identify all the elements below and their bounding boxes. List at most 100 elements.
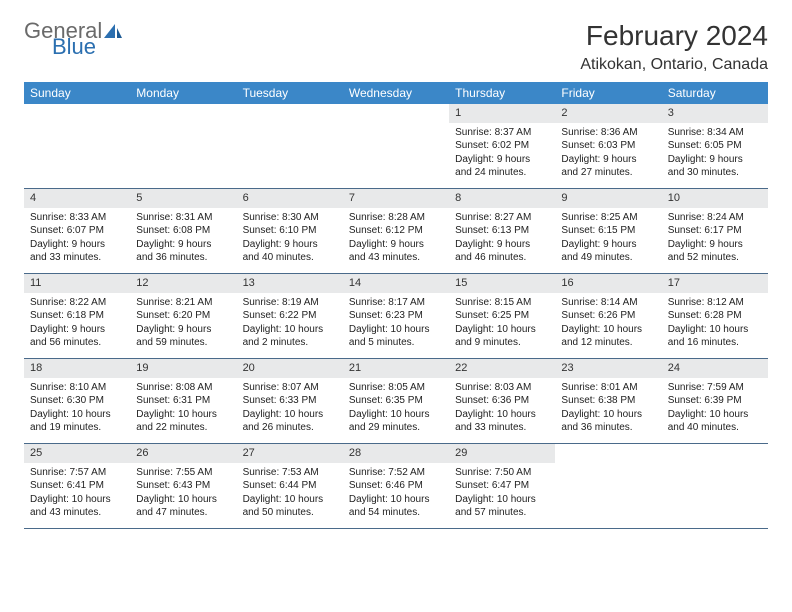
day-cell: 8Sunrise: 8:27 AMSunset: 6:13 PMDaylight… — [449, 189, 555, 273]
sunset-text: Sunset: 6:15 PM — [561, 224, 655, 238]
day-number: 4 — [24, 189, 130, 208]
day-cell: 25Sunrise: 7:57 AMSunset: 6:41 PMDayligh… — [24, 444, 130, 528]
day-number: 6 — [237, 189, 343, 208]
day-number: 18 — [24, 359, 130, 378]
day-number: 2 — [555, 104, 661, 123]
day-cell: 5Sunrise: 8:31 AMSunset: 6:08 PMDaylight… — [130, 189, 236, 273]
day-cell: 18Sunrise: 8:10 AMSunset: 6:30 PMDayligh… — [24, 359, 130, 443]
sunrise-text: Sunrise: 8:07 AM — [243, 381, 337, 395]
day-number: 21 — [343, 359, 449, 378]
sunset-text: Sunset: 6:36 PM — [455, 394, 549, 408]
weeks-container: 1Sunrise: 8:37 AMSunset: 6:02 PMDaylight… — [24, 104, 768, 529]
day-cell: 4Sunrise: 8:33 AMSunset: 6:07 PMDaylight… — [24, 189, 130, 273]
daylight-text: Daylight: 10 hours and 57 minutes. — [455, 493, 549, 520]
day-body: Sunrise: 8:28 AMSunset: 6:12 PMDaylight:… — [343, 208, 449, 268]
logo: General Blue — [24, 20, 122, 58]
day-cell: 7Sunrise: 8:28 AMSunset: 6:12 PMDaylight… — [343, 189, 449, 273]
sunset-text: Sunset: 6:46 PM — [349, 479, 443, 493]
day-cell: 17Sunrise: 8:12 AMSunset: 6:28 PMDayligh… — [662, 274, 768, 358]
day-body: Sunrise: 7:55 AMSunset: 6:43 PMDaylight:… — [130, 463, 236, 523]
day-cell: 2 Sunrise: 8:36 AMSunset: 6:03 PMDaylight… — [555, 104, 661, 188]
day-cell — [24, 104, 130, 188]
day-number: 9 — [555, 189, 661, 208]
weekday-header: Wednesday — [343, 82, 449, 104]
daylight-text: Daylight: 9 hours and 56 minutes. — [30, 323, 124, 350]
sunset-text: Sunset: 6:03 PM — [561, 139, 655, 153]
sunrise-text: Sunrise: 8:10 AM — [30, 381, 124, 395]
sunset-text: Sunset: 6:13 PM — [455, 224, 549, 238]
daylight-text: Daylight: 9 hours and 30 minutes. — [668, 153, 762, 180]
day-cell: 16Sunrise: 8:14 AMSunset: 6:26 PMDayligh… — [555, 274, 661, 358]
sunset-text: Sunset: 6:12 PM — [349, 224, 443, 238]
sunrise-text: Sunrise: 8:05 AM — [349, 381, 443, 395]
day-body: Sunrise: 8:10 AMSunset: 6:30 PMDaylight:… — [24, 378, 130, 438]
sunset-text: Sunset: 6:28 PM — [668, 309, 762, 323]
sunset-text: Sunset: 6:43 PM — [136, 479, 230, 493]
sunset-text: Sunset: 6:30 PM — [30, 394, 124, 408]
sunrise-text: Sunrise: 8:15 AM — [455, 296, 549, 310]
day-cell — [130, 104, 236, 188]
sunset-text: Sunset: 6:10 PM — [243, 224, 337, 238]
day-body: Sunrise: 8:07 AMSunset: 6:33 PMDaylight:… — [237, 378, 343, 438]
sunrise-text: Sunrise: 8:36 AM — [561, 126, 655, 140]
day-cell: 14Sunrise: 8:17 AMSunset: 6:23 PMDayligh… — [343, 274, 449, 358]
day-number: 27 — [237, 444, 343, 463]
day-body: Sunrise: 8:34 AMSunset: 6:05 PMDaylight:… — [662, 123, 768, 183]
daylight-text: Daylight: 9 hours and 36 minutes. — [136, 238, 230, 265]
sunrise-text: Sunrise: 7:57 AM — [30, 466, 124, 480]
weekday-header: Monday — [130, 82, 236, 104]
week-row: 25Sunrise: 7:57 AMSunset: 6:41 PMDayligh… — [24, 444, 768, 529]
day-number: 5 — [130, 189, 236, 208]
day-cell: 29Sunrise: 7:50 AMSunset: 6:47 PMDayligh… — [449, 444, 555, 528]
day-number: 22 — [449, 359, 555, 378]
day-cell: 24Sunrise: 7:59 AMSunset: 6:39 PMDayligh… — [662, 359, 768, 443]
sunrise-text: Sunrise: 8:28 AM — [349, 211, 443, 225]
daylight-text: Daylight: 10 hours and 40 minutes. — [668, 408, 762, 435]
daylight-text: Daylight: 9 hours and 40 minutes. — [243, 238, 337, 265]
day-body: Sunrise: 7:53 AMSunset: 6:44 PMDaylight:… — [237, 463, 343, 523]
sunrise-text: Sunrise: 8:03 AM — [455, 381, 549, 395]
day-body: Sunrise: 8:30 AMSunset: 6:10 PMDaylight:… — [237, 208, 343, 268]
sunrise-text: Sunrise: 8:19 AM — [243, 296, 337, 310]
day-number: 14 — [343, 274, 449, 293]
day-cell: 27Sunrise: 7:53 AMSunset: 6:44 PMDayligh… — [237, 444, 343, 528]
calendar: Sunday Monday Tuesday Wednesday Thursday… — [24, 82, 768, 529]
sunrise-text: Sunrise: 8:30 AM — [243, 211, 337, 225]
day-number: 28 — [343, 444, 449, 463]
daylight-text: Daylight: 10 hours and 33 minutes. — [455, 408, 549, 435]
sunset-text: Sunset: 6:25 PM — [455, 309, 549, 323]
day-cell — [343, 104, 449, 188]
sunrise-text: Sunrise: 8:27 AM — [455, 211, 549, 225]
daylight-text: Daylight: 9 hours and 52 minutes. — [668, 238, 762, 265]
sunset-text: Sunset: 6:22 PM — [243, 309, 337, 323]
sunset-text: Sunset: 6:07 PM — [30, 224, 124, 238]
day-number: 8 — [449, 189, 555, 208]
day-body: Sunrise: 7:50 AMSunset: 6:47 PMDaylight:… — [449, 463, 555, 523]
daylight-text: Daylight: 10 hours and 5 minutes. — [349, 323, 443, 350]
daylight-text: Daylight: 10 hours and 43 minutes. — [30, 493, 124, 520]
day-cell: 13Sunrise: 8:19 AMSunset: 6:22 PMDayligh… — [237, 274, 343, 358]
daylight-text: Daylight: 10 hours and 50 minutes. — [243, 493, 337, 520]
day-body: Sunrise: 8:27 AMSunset: 6:13 PMDaylight:… — [449, 208, 555, 268]
day-body: Sunrise: 8:17 AMSunset: 6:23 PMDaylight:… — [343, 293, 449, 353]
sunset-text: Sunset: 6:18 PM — [30, 309, 124, 323]
header: General Blue February 2024 Atikokan, Ont… — [24, 20, 768, 74]
day-body: Sunrise: 8:37 AMSunset: 6:02 PMDaylight:… — [449, 123, 555, 183]
daylight-text: Daylight: 10 hours and 29 minutes. — [349, 408, 443, 435]
daylight-text: Daylight: 9 hours and 27 minutes. — [561, 153, 655, 180]
day-cell: 15Sunrise: 8:15 AMSunset: 6:25 PMDayligh… — [449, 274, 555, 358]
sunrise-text: Sunrise: 7:59 AM — [668, 381, 762, 395]
day-body: Sunrise: 8:22 AMSunset: 6:18 PMDaylight:… — [24, 293, 130, 353]
day-number: 3 — [662, 104, 768, 123]
sunrise-text: Sunrise: 7:53 AM — [243, 466, 337, 480]
sunrise-text: Sunrise: 7:55 AM — [136, 466, 230, 480]
sunrise-text: Sunrise: 8:24 AM — [668, 211, 762, 225]
day-number: 1 — [449, 104, 555, 123]
sunrise-text: Sunrise: 8:17 AM — [349, 296, 443, 310]
sunset-text: Sunset: 6:26 PM — [561, 309, 655, 323]
sunset-text: Sunset: 6:39 PM — [668, 394, 762, 408]
daylight-text: Daylight: 10 hours and 26 minutes. — [243, 408, 337, 435]
day-cell: 28Sunrise: 7:52 AMSunset: 6:46 PMDayligh… — [343, 444, 449, 528]
sunrise-text: Sunrise: 7:52 AM — [349, 466, 443, 480]
day-cell: 10Sunrise: 8:24 AMSunset: 6:17 PMDayligh… — [662, 189, 768, 273]
